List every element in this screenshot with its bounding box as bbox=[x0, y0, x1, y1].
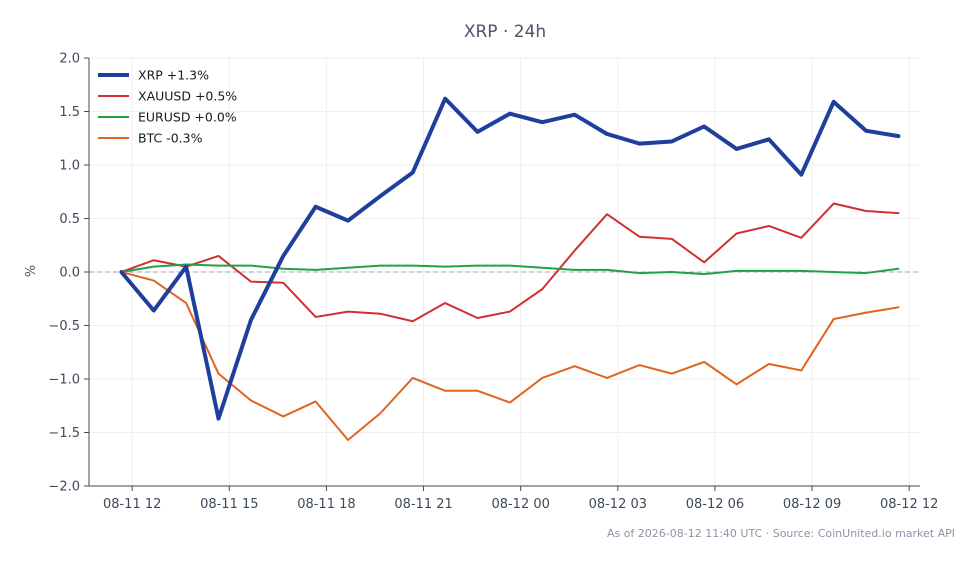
x-tick-label: 08-11 12 bbox=[103, 497, 161, 512]
x-tick-label: 08-12 06 bbox=[686, 497, 744, 512]
chart-title: XRP · 24h bbox=[464, 22, 546, 42]
series-line-xauusd bbox=[120, 202, 900, 323]
series-lines bbox=[119, 96, 901, 441]
y-tick-label: −2.0 bbox=[48, 480, 80, 495]
x-tick-label: 08-12 12 bbox=[880, 497, 938, 512]
x-tick-label: 08-12 09 bbox=[783, 497, 841, 512]
x-tick-label: 08-12 00 bbox=[491, 497, 549, 512]
x-tick-label: 08-11 15 bbox=[200, 497, 258, 512]
legend-label-xauusd: XAUUSD +0.5% bbox=[138, 89, 237, 104]
legend-label-xrp: XRP +1.3% bbox=[138, 68, 209, 83]
series-line-xrp bbox=[119, 96, 901, 421]
x-tick-label: 08-12 03 bbox=[589, 497, 647, 512]
y-axis-label: % bbox=[24, 265, 39, 277]
y-tick-label: −1.0 bbox=[48, 373, 80, 388]
series-line-btc bbox=[120, 271, 900, 441]
y-tick-label: −1.5 bbox=[48, 426, 80, 441]
y-tick-label: 1.5 bbox=[59, 105, 80, 120]
y-tick-label: 1.0 bbox=[59, 159, 80, 174]
legend-label-eurusd: EURUSD +0.0% bbox=[138, 110, 237, 125]
x-tick-label: 08-11 18 bbox=[297, 497, 355, 512]
legend-label-btc: BTC -0.3% bbox=[138, 131, 203, 146]
source-footnote: As of 2026-08-12 11:40 UTC · Source: Coi… bbox=[607, 527, 955, 540]
series-line-eurusd bbox=[120, 263, 900, 276]
y-tick-label: 2.0 bbox=[59, 52, 80, 67]
y-tick-label: 0.5 bbox=[59, 212, 80, 227]
x-tick-label: 08-11 21 bbox=[394, 497, 452, 512]
y-tick-label: 0.0 bbox=[59, 266, 80, 281]
legend: XRP +1.3% XAUUSD +0.5% EURUSD +0.0% BTC -0.… bbox=[98, 68, 237, 146]
axes: −2.0 −1.5 −1.0 −0.5 0.0 0.5 1.0 1.5 2.0 08-11 12 0… bbox=[48, 52, 938, 513]
y-tick-label: −0.5 bbox=[48, 319, 80, 334]
